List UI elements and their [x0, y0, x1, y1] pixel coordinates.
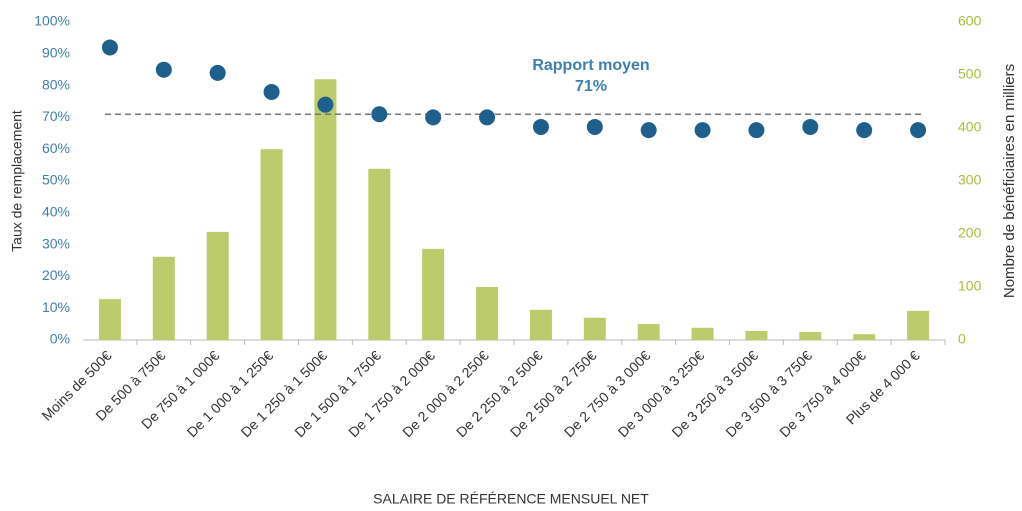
dot: [371, 106, 388, 123]
dot: [263, 83, 280, 100]
bar: [853, 334, 876, 340]
x-axis-title: SALAIRE DE RÉFÉRENCE MENSUEL NET: [373, 491, 649, 507]
bar: [691, 327, 714, 340]
bar: [422, 248, 445, 340]
y2-tick-label: 0: [958, 331, 966, 347]
dot: [425, 109, 442, 126]
dot: [317, 96, 334, 113]
dot: [802, 118, 819, 135]
bar: [98, 299, 121, 340]
dot: [748, 122, 765, 139]
y-tick-label: 80%: [42, 76, 70, 92]
bar: [529, 309, 552, 340]
bar: [152, 256, 175, 340]
dot: [155, 61, 172, 78]
dot: [479, 109, 496, 126]
bar: [583, 317, 606, 340]
dot: [101, 39, 118, 56]
average-label: 71%: [575, 78, 607, 95]
dot: [640, 122, 657, 139]
bar: [260, 149, 283, 340]
y2-tick-label: 600: [958, 13, 982, 29]
dot: [910, 122, 927, 139]
y2-tick-label: 300: [958, 172, 982, 188]
dot: [694, 122, 711, 139]
bar: [368, 168, 391, 340]
bar: [476, 287, 499, 340]
y2-axis-title: Nombre de bénéficiaires en milliers: [1001, 64, 1018, 298]
y2-tick-label: 400: [958, 119, 982, 135]
y-tick-label: 100%: [34, 13, 70, 29]
y2-tick-label: 500: [958, 66, 982, 82]
y-tick-label: 90%: [42, 45, 70, 61]
bar: [799, 332, 822, 340]
bar: [637, 324, 660, 340]
y-tick-label: 70%: [42, 108, 70, 124]
bar: [745, 330, 768, 340]
dot: [856, 122, 873, 139]
y-tick-label: 0%: [50, 331, 70, 347]
dot: [532, 118, 549, 135]
y-tick-label: 60%: [42, 140, 70, 156]
dot: [209, 64, 226, 81]
dot: [586, 118, 603, 135]
y-axis-title: Taux de remplacement: [9, 110, 25, 252]
y-tick-label: 20%: [42, 267, 70, 283]
y2-tick-label: 200: [958, 225, 982, 241]
y-tick-label: 40%: [42, 204, 70, 220]
y-tick-label: 30%: [42, 235, 70, 251]
y2-tick-label: 100: [958, 278, 982, 294]
bar: [206, 231, 229, 340]
average-title: Rapport moyen: [532, 57, 649, 74]
bar: [907, 310, 930, 340]
y-tick-label: 50%: [42, 172, 70, 188]
bar: [314, 79, 337, 341]
y-tick-label: 10%: [42, 299, 70, 315]
